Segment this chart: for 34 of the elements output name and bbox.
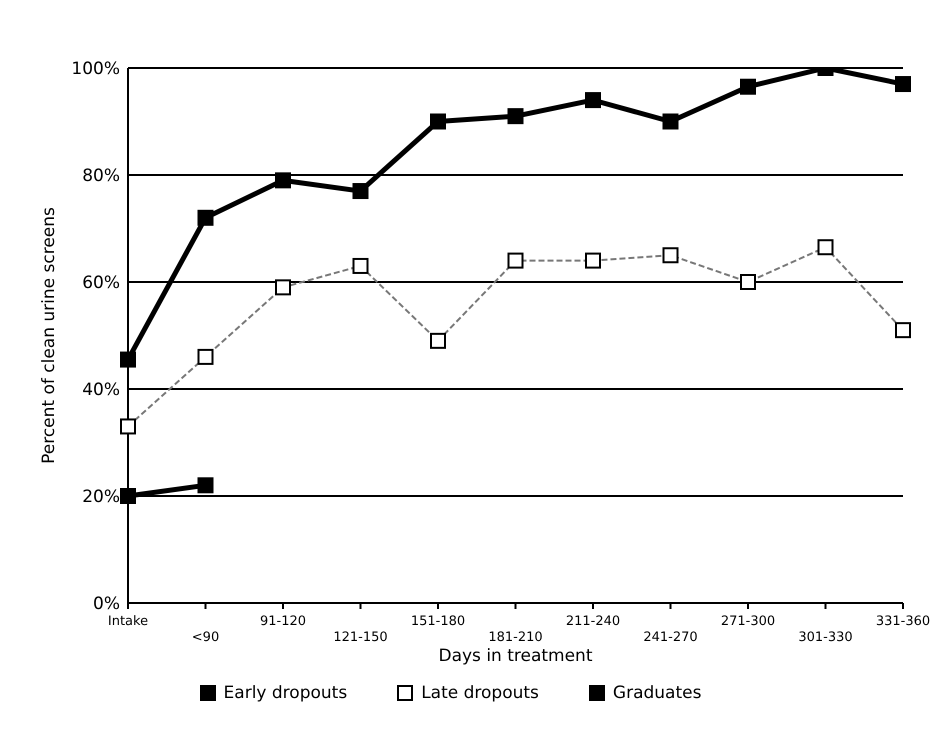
y-tick-label: 40% [82, 380, 120, 400]
point [275, 172, 291, 188]
point [662, 114, 678, 130]
point [198, 210, 214, 226]
x-tick-label: 91-120 [260, 614, 306, 629]
point [198, 477, 214, 494]
y-tick-label: 60% [82, 273, 120, 294]
legend-label: Late dropouts [421, 683, 539, 703]
point [585, 92, 601, 108]
y-axis-title: Percent of clean urine screens [39, 206, 60, 464]
y-tick-label: 20% [82, 487, 120, 508]
x-tick-label: <90 [192, 630, 220, 645]
x-tick-label: Intake [108, 614, 148, 629]
point [895, 76, 911, 92]
x-tick-label: 331-360 [876, 614, 930, 629]
x-tick-label: 241-270 [643, 630, 698, 645]
point [120, 488, 136, 504]
y-tick-label: 80% [82, 166, 120, 186]
point [740, 78, 756, 95]
x-tick-label: 181-210 [488, 630, 543, 645]
x-tick-label: 121-150 [333, 630, 388, 645]
x-tick-label: 301-330 [798, 630, 853, 645]
point [352, 183, 368, 200]
y-tick-label: 100% [71, 59, 120, 80]
point [430, 114, 446, 130]
legend-label: Graduates [612, 683, 702, 703]
x-axis-title: Days in treatment [438, 646, 593, 666]
point [508, 108, 524, 124]
x-tick-label: 211-240 [566, 614, 620, 629]
legend-label: Early dropouts [224, 683, 348, 703]
x-tick-label: 271-300 [720, 614, 776, 629]
x-tick-label: 151-180 [410, 614, 466, 629]
point [120, 352, 136, 368]
y-tick-label: 0% [93, 594, 120, 614]
